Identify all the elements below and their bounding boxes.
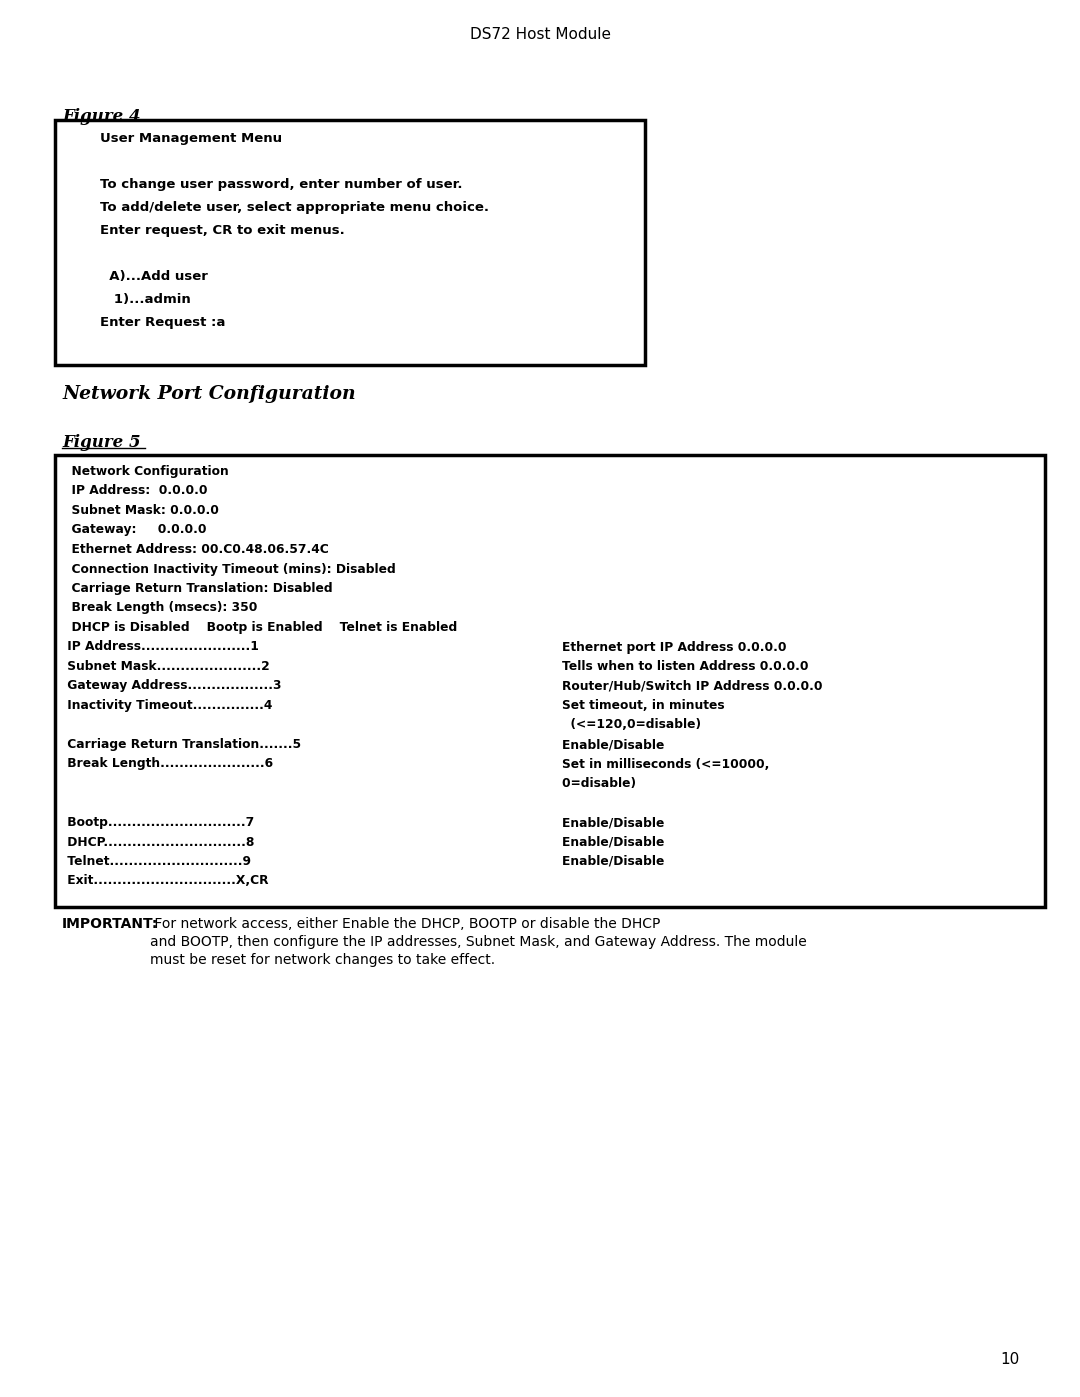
Text: Subnet Mask......................2: Subnet Mask......................2 xyxy=(63,659,270,673)
Text: IP Address:  0.0.0.0: IP Address: 0.0.0.0 xyxy=(63,485,207,497)
Text: For network access, either Enable the DHCP, BOOTP or disable the DHCP: For network access, either Enable the DH… xyxy=(150,916,660,930)
Text: 0=disable): 0=disable) xyxy=(545,777,636,789)
Text: To change user password, enter number of user.: To change user password, enter number of… xyxy=(63,177,462,191)
Text: Subnet Mask: 0.0.0.0: Subnet Mask: 0.0.0.0 xyxy=(63,504,219,517)
FancyBboxPatch shape xyxy=(55,455,1045,907)
Text: User Management Menu: User Management Menu xyxy=(63,131,282,145)
Text: Enable/Disable: Enable/Disable xyxy=(545,738,664,752)
Text: Exit..............................X,CR: Exit..............................X,CR xyxy=(63,875,269,887)
Text: DHCP..............................8: DHCP..............................8 xyxy=(63,835,255,848)
Text: IMPORTANT:: IMPORTANT: xyxy=(62,916,159,930)
Text: Enable/Disable: Enable/Disable xyxy=(545,855,664,868)
Text: Enable/Disable: Enable/Disable xyxy=(545,835,664,848)
Text: DS72 Host Module: DS72 Host Module xyxy=(470,27,610,42)
Text: Gateway:     0.0.0.0: Gateway: 0.0.0.0 xyxy=(63,524,206,536)
Text: (<=120,0=disable): (<=120,0=disable) xyxy=(545,718,701,732)
Text: Gateway Address..................3: Gateway Address..................3 xyxy=(63,679,282,693)
Text: must be reset for network changes to take effect.: must be reset for network changes to tak… xyxy=(150,953,495,967)
Text: Break Length (msecs): 350: Break Length (msecs): 350 xyxy=(63,602,257,615)
FancyBboxPatch shape xyxy=(55,120,645,365)
Text: Enter request, CR to exit menus.: Enter request, CR to exit menus. xyxy=(63,224,345,237)
Text: A)...Add user: A)...Add user xyxy=(63,270,207,284)
Text: To add/delete user, select appropriate menu choice.: To add/delete user, select appropriate m… xyxy=(63,201,489,214)
Text: Set in milliseconds (<=10000,: Set in milliseconds (<=10000, xyxy=(545,757,769,771)
Text: Network Port Configuration: Network Port Configuration xyxy=(62,386,355,402)
Text: Enable/Disable: Enable/Disable xyxy=(545,816,664,828)
Text: Bootp.............................7: Bootp.............................7 xyxy=(63,816,254,828)
Text: Carriage Return Translation.......5: Carriage Return Translation.......5 xyxy=(63,738,301,752)
Text: Figure 5: Figure 5 xyxy=(62,434,140,451)
Text: Telnet............................9: Telnet............................9 xyxy=(63,855,251,868)
Text: Inactivity Timeout...............4: Inactivity Timeout...............4 xyxy=(63,698,272,712)
Text: Set timeout, in minutes: Set timeout, in minutes xyxy=(545,698,725,712)
Text: Network Configuration: Network Configuration xyxy=(63,465,229,478)
Text: IP Address.......................1: IP Address.......................1 xyxy=(63,640,259,654)
Text: and BOOTP, then configure the IP addresses, Subnet Mask, and Gateway Address. Th: and BOOTP, then configure the IP address… xyxy=(150,935,807,949)
Text: Router/Hub/Switch IP Address 0.0.0.0: Router/Hub/Switch IP Address 0.0.0.0 xyxy=(545,679,823,693)
Text: Figure 4: Figure 4 xyxy=(62,108,140,124)
Text: DHCP is Disabled    Bootp is Enabled    Telnet is Enabled: DHCP is Disabled Bootp is Enabled Telnet… xyxy=(63,622,457,634)
Text: Ethernet Address: 00.C0.48.06.57.4C: Ethernet Address: 00.C0.48.06.57.4C xyxy=(63,543,328,556)
Text: Carriage Return Translation: Disabled: Carriage Return Translation: Disabled xyxy=(63,583,333,595)
Text: 10: 10 xyxy=(1001,1352,1020,1368)
Text: Tells when to listen Address 0.0.0.0: Tells when to listen Address 0.0.0.0 xyxy=(545,659,809,673)
Text: Enter Request :a: Enter Request :a xyxy=(63,316,226,330)
Text: Connection Inactivity Timeout (mins): Disabled: Connection Inactivity Timeout (mins): Di… xyxy=(63,563,395,576)
Text: Break Length......................6: Break Length......................6 xyxy=(63,757,273,771)
Text: Ethernet port IP Address 0.0.0.0: Ethernet port IP Address 0.0.0.0 xyxy=(545,640,786,654)
Text: 1)...admin: 1)...admin xyxy=(63,293,191,306)
